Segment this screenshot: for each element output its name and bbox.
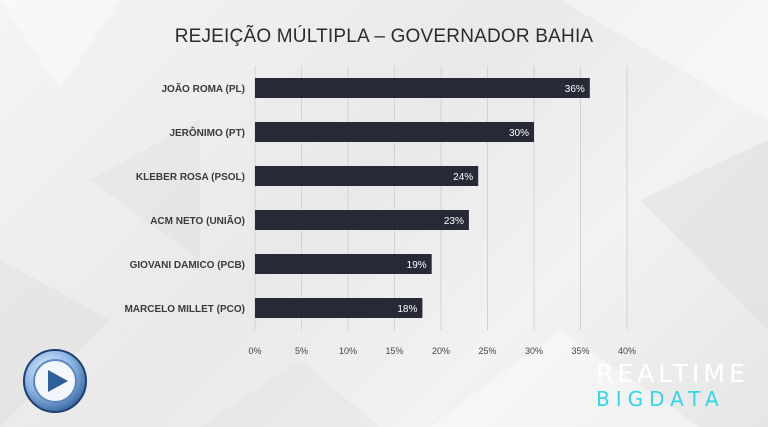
- bar-value-label: 24%: [453, 172, 473, 183]
- bar-value-label: 36%: [565, 84, 585, 95]
- bar-value-label: 18%: [397, 304, 417, 315]
- brand-line2: BIGDATA: [596, 387, 725, 411]
- category-label: KLEBER ROSA (PSOL): [136, 172, 245, 183]
- bar: [255, 166, 479, 186]
- category-label: GIOVANI DAMICO (PCB): [130, 260, 245, 271]
- bar-value-label: 19%: [407, 260, 427, 271]
- category-label: MARCELO MILLET (PCO): [124, 304, 245, 315]
- x-tick-label: 15%: [385, 346, 403, 356]
- bar: [255, 122, 534, 142]
- x-tick-label: 10%: [339, 346, 357, 356]
- x-tick-label: 25%: [478, 346, 496, 356]
- bar: [255, 298, 423, 318]
- realtime-bigdata-logo: REALTIME BIGDATA: [596, 359, 749, 411]
- chart-title: REJEIÇÃO MÚLTIPLA – GOVERNADOR BAHIA: [174, 26, 594, 47]
- x-tick-label: 40%: [618, 346, 636, 356]
- x-tick-label: 30%: [525, 346, 543, 356]
- record-tv-logo-icon: [23, 349, 87, 413]
- bar: [255, 254, 432, 274]
- x-tick-label: 0%: [248, 346, 261, 356]
- bar: [255, 78, 590, 98]
- brand-line1: REALTIME: [596, 359, 749, 388]
- bar-value-label: 30%: [509, 128, 529, 139]
- category-label: ACM NETO (UNIÃO): [150, 214, 245, 227]
- x-tick-label: 35%: [571, 346, 589, 356]
- x-tick-label: 20%: [432, 346, 450, 356]
- x-tick-label: 5%: [295, 346, 308, 356]
- category-label: JERÔNIMO (PT): [169, 126, 245, 139]
- category-label: JOÃO ROMA (PL): [161, 82, 245, 95]
- bar-value-label: 23%: [444, 216, 464, 227]
- bar: [255, 210, 469, 230]
